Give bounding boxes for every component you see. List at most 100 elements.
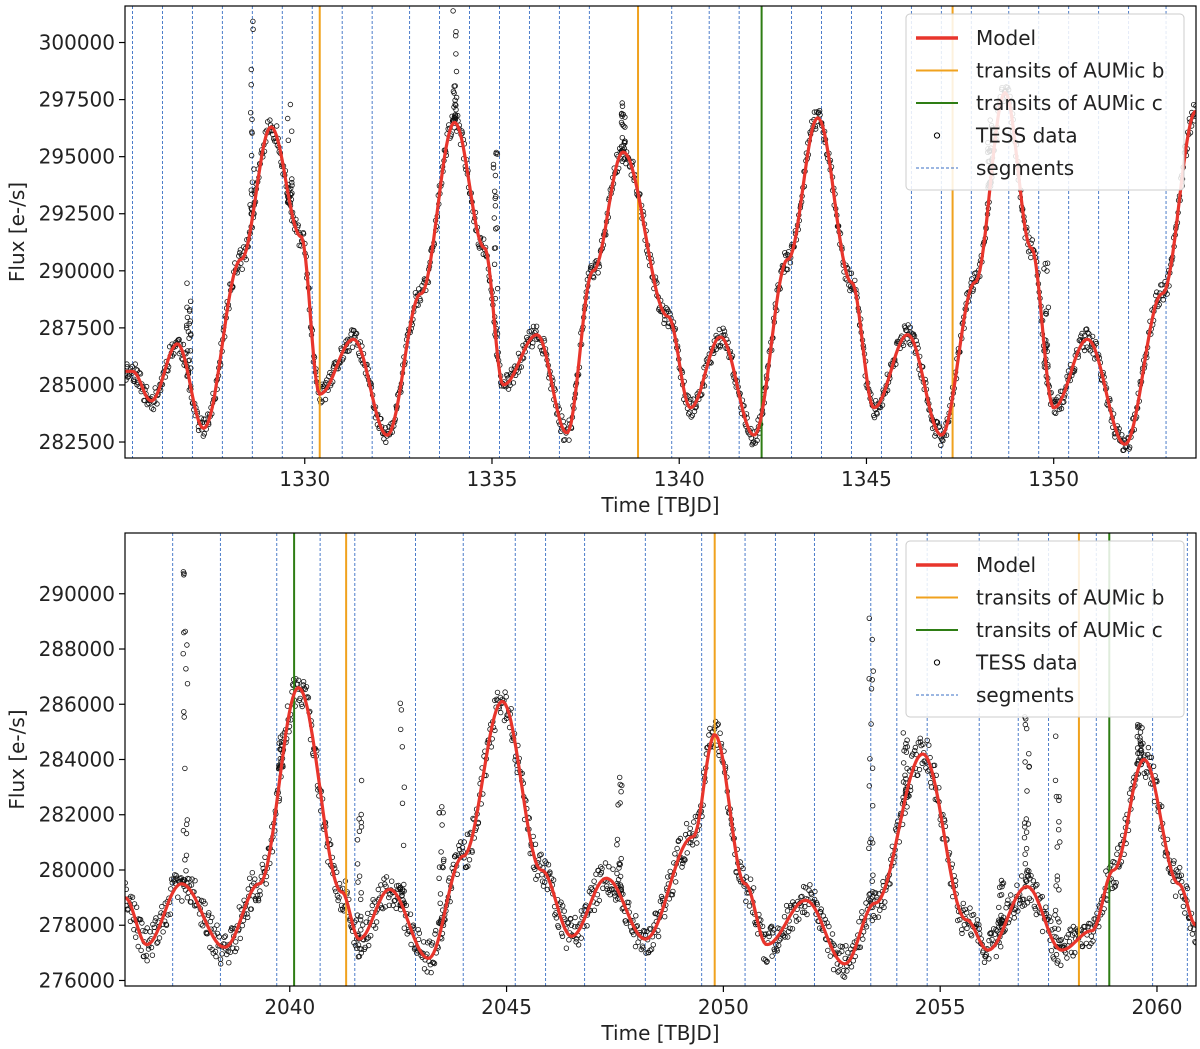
tess-data-point [538, 851, 544, 857]
tess-data-point [1055, 958, 1061, 964]
tess-data-point [691, 408, 698, 415]
flare-data-point [358, 913, 364, 920]
flare-data-point [866, 783, 872, 789]
tess-data-point [916, 766, 923, 773]
x-tick-label: 1350 [1028, 467, 1079, 491]
legend-entry: segments [916, 156, 1074, 180]
tess-data-point [632, 943, 639, 950]
tess-data-point [1048, 918, 1054, 924]
tess-data-point [131, 926, 137, 933]
flare-data-point [1055, 827, 1062, 833]
tess-data-point [226, 960, 232, 966]
y-tick-label: 300000 [39, 31, 115, 55]
tess-data-point [662, 914, 668, 920]
tess-data-point [1057, 938, 1063, 944]
x-tick-label: 2060 [1132, 995, 1183, 1019]
tess-data-point [292, 703, 298, 709]
tess-data-point [673, 879, 679, 885]
flare-data-point [180, 651, 186, 657]
flare-data-point [1044, 260, 1051, 266]
tess-data-point [386, 902, 392, 908]
tess-data-point [687, 825, 693, 832]
flare-data-point [358, 824, 365, 830]
tess-data-point [802, 903, 808, 910]
tess-data-point [915, 772, 921, 778]
tess-data-point [750, 885, 757, 891]
flare-data-point [248, 81, 254, 88]
tess-data-point [924, 737, 930, 743]
tess-data-point [1113, 880, 1119, 886]
tess-data-point [804, 911, 810, 918]
y-axis-label: Flux [e-/s] [5, 709, 29, 809]
tess-data-point [852, 277, 858, 284]
tess-data-point [421, 966, 428, 972]
flare-data-point [1024, 867, 1030, 873]
x-axis-label: Time [TBJD] [600, 493, 719, 517]
tess-data-point [812, 888, 818, 895]
tess-data-point [684, 850, 690, 856]
tess-data-point [1171, 858, 1177, 864]
tess-data-point [976, 922, 982, 928]
tess-data-point [669, 892, 676, 898]
tess-data-point [681, 856, 687, 862]
tess-data-point [382, 425, 389, 431]
tess-data-point [1184, 885, 1191, 892]
flare-data-point [999, 881, 1005, 887]
flare-data-point [1023, 725, 1030, 732]
tess-data-point [267, 117, 273, 123]
tess-data-point [826, 923, 832, 930]
flare-data-point [439, 822, 445, 828]
flare-data-point [616, 860, 622, 867]
tess-data-point [1121, 447, 1127, 453]
flare-data-point [619, 110, 625, 117]
tess-data-point [469, 849, 475, 855]
y-tick-label: 284000 [39, 748, 115, 772]
tess-data-point [201, 431, 207, 437]
tess-data-point [368, 933, 374, 939]
tess-data-point [1160, 297, 1166, 303]
tess-data-point [143, 952, 149, 959]
flare-data-point [1023, 829, 1030, 835]
tess-data-point [145, 946, 152, 952]
tess-data-point [938, 442, 944, 448]
tess-data-point [591, 907, 598, 913]
tess-data-point [195, 427, 202, 434]
flare-data-point [1026, 764, 1032, 770]
flare-data-point [1056, 919, 1062, 925]
tess-data-point [1090, 938, 1096, 944]
flare-data-point [1137, 737, 1143, 744]
flare-data-point [436, 875, 442, 881]
tess-data-point [1070, 923, 1077, 930]
model-curve [125, 685, 1196, 966]
tess-data-point [1087, 348, 1094, 354]
flare-data-point [614, 870, 620, 877]
tess-data-point [599, 865, 605, 872]
tess-data-point [239, 922, 246, 929]
flare-data-point [614, 842, 620, 848]
tess-data-point [566, 437, 572, 443]
flare-data-point [903, 740, 909, 747]
tess-data-point [1086, 331, 1092, 337]
tess-data-point [465, 863, 471, 869]
tess-data-point [575, 942, 582, 948]
flare-data-point [1135, 722, 1141, 728]
tess-data-point [1032, 906, 1038, 912]
tess-data-point [550, 877, 557, 883]
tess-data-point [173, 872, 179, 879]
tess-data-point [839, 943, 846, 950]
tess-data-point [588, 263, 594, 269]
legend-entry: TESS data [933, 124, 1078, 148]
tess-data-point [246, 875, 253, 881]
tess-data-point [706, 732, 712, 738]
tess-data-point [202, 901, 208, 907]
flare-data-point [490, 165, 497, 171]
tess-data-point [766, 930, 772, 936]
tess-data-point [252, 876, 258, 882]
tess-data-point [160, 929, 166, 935]
tess-data-point [1114, 845, 1121, 851]
tess-data-point [584, 923, 590, 929]
flare-data-point [868, 721, 874, 727]
tess-data-point [988, 931, 994, 937]
flare-data-point [619, 782, 625, 789]
tess-data-point [263, 881, 269, 887]
